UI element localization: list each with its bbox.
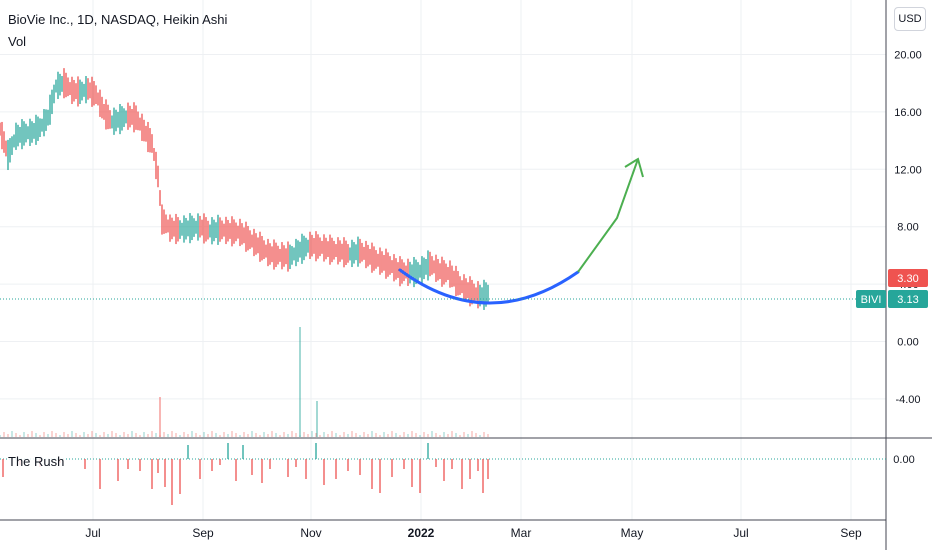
time-tick-label: Jul <box>85 526 100 540</box>
ticker-badge <box>856 290 886 308</box>
time-tick-label: Mar <box>511 526 532 540</box>
projection-arrow-head <box>624 157 644 178</box>
time-tick-label: Nov <box>300 526 321 540</box>
indicator-axis-label: 0.00 <box>893 454 914 466</box>
price-tick-label: 8.00 <box>897 222 918 234</box>
currency-button[interactable]: USD <box>894 7 926 31</box>
last-close-label: 3.30 <box>897 273 918 285</box>
time-tick-label: Sep <box>192 526 214 540</box>
price-tick-label: 16.00 <box>894 107 922 119</box>
rounded-bottom-curve <box>398 268 580 305</box>
price-tick-label: -4.00 <box>895 394 920 406</box>
indicator-label[interactable]: The Rush <box>8 454 65 469</box>
ticker-price-label: 3.13 <box>897 294 918 306</box>
time-tick-label: May <box>621 526 644 540</box>
time-tick-label: Jul <box>733 526 748 540</box>
ticker-label: BIVI <box>861 294 882 306</box>
time-tick-label: Sep <box>840 526 862 540</box>
ticker-price-badge <box>888 290 928 308</box>
price-tick-label: 20.00 <box>894 50 922 62</box>
time-tick-label: 2022 <box>408 526 435 540</box>
price-tick-label: 12.00 <box>894 164 922 176</box>
last-close-badge <box>888 269 928 287</box>
volume-label: Vol <box>8 34 27 49</box>
price-tick-label: 0.00 <box>897 337 918 349</box>
chart-title: BioVie Inc., 1D, NASDAQ, Heikin Ashi <box>8 12 228 27</box>
projection-arrow-line <box>577 158 639 273</box>
